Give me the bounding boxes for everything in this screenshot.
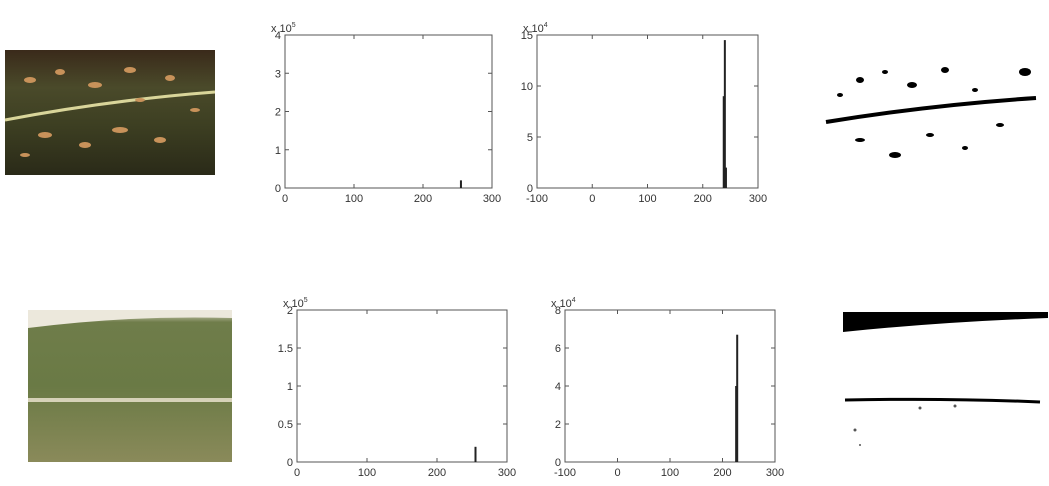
axes-box: [565, 310, 775, 462]
y-multiplier: x 104: [523, 22, 548, 35]
multiplier-base: x 10: [551, 298, 572, 310]
x-tick-label: 300: [498, 467, 516, 479]
x-tick-label: 100: [358, 467, 376, 479]
x-tick-label: 300: [483, 193, 501, 205]
bar: [475, 447, 477, 462]
figure: 010020030001234x 105-1000100200300051015…: [0, 0, 1049, 486]
y-tick-label: 10: [521, 81, 533, 93]
x-tick-label: 0: [294, 467, 300, 479]
bar: [736, 335, 738, 462]
multiplier-exponent: 4: [572, 297, 576, 304]
x-tick-label: 300: [749, 193, 767, 205]
y-tick-label: 0: [287, 457, 293, 469]
bar: [725, 168, 727, 188]
multiplier-exponent: 5: [292, 22, 296, 29]
y-tick-label: 2: [555, 419, 561, 431]
bar: [724, 40, 726, 188]
x-tick-label: 200: [713, 467, 731, 479]
x-tick-label: 100: [661, 467, 679, 479]
x-tick-label: 0: [282, 193, 288, 205]
y-tick-label: 4: [555, 381, 561, 393]
y-multiplier: x 104: [551, 297, 576, 310]
y-tick-label: 6: [555, 343, 561, 355]
multiplier-exponent: 5: [304, 297, 308, 304]
y-tick-label: 0.5: [278, 419, 293, 431]
y-tick-label: 5: [527, 132, 533, 144]
y-multiplier: x 105: [283, 297, 308, 310]
x-tick-label: 200: [414, 193, 432, 205]
x-tick-label: 200: [694, 193, 712, 205]
y-tick-label: 0: [555, 457, 561, 469]
y-tick-label: 1: [275, 145, 281, 157]
y-tick-label: 1.5: [278, 343, 293, 355]
x-tick-label: 0: [589, 193, 595, 205]
binary-mask-diseased: [825, 58, 1040, 165]
axes-box: [297, 310, 507, 462]
y-tick-label: 1: [287, 381, 293, 393]
y-tick-label: 0: [527, 183, 533, 195]
x-tick-label: 100: [638, 193, 656, 205]
x-tick-label: 100: [345, 193, 363, 205]
bar: [460, 180, 462, 188]
x-tick-label: 0: [614, 467, 620, 479]
multiplier-base: x 10: [271, 23, 292, 35]
multiplier-exponent: 4: [544, 22, 548, 29]
y-tick-label: 0: [275, 183, 281, 195]
x-tick-label: 300: [766, 467, 784, 479]
x-tick-label: 200: [428, 467, 446, 479]
y-multiplier: x 105: [271, 22, 296, 35]
binary-mask-healthy: [843, 312, 1048, 446]
multiplier-base: x 10: [523, 23, 544, 35]
y-tick-label: 3: [275, 68, 281, 80]
multiplier-base: x 10: [283, 298, 304, 310]
y-tick-label: 2: [275, 107, 281, 119]
leaf-photo-diseased: [5, 50, 215, 175]
axes-box: [285, 35, 492, 188]
leaf-photo-healthy: [28, 310, 232, 462]
